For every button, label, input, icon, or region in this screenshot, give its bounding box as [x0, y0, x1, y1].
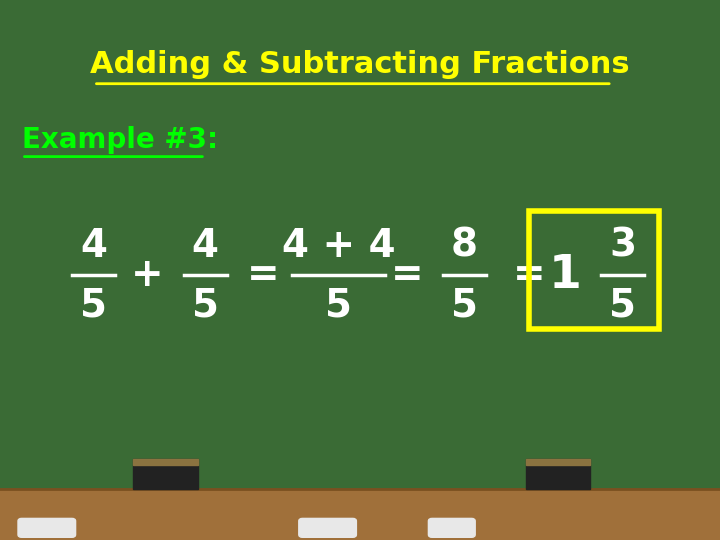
FancyBboxPatch shape — [428, 518, 475, 537]
Bar — [526, 459, 590, 489]
Text: 8: 8 — [451, 227, 478, 265]
Text: Adding & Subtracting Fractions: Adding & Subtracting Fractions — [90, 50, 630, 79]
Bar — [529, 211, 659, 329]
Text: 1: 1 — [549, 253, 582, 298]
Text: 5: 5 — [325, 286, 352, 324]
Bar — [0, 489, 720, 540]
FancyBboxPatch shape — [18, 518, 76, 537]
Text: 5: 5 — [192, 286, 219, 324]
Bar — [133, 459, 198, 465]
Text: +: + — [131, 256, 164, 294]
Bar — [526, 459, 590, 465]
Text: 5: 5 — [80, 286, 107, 324]
Text: 4 + 4: 4 + 4 — [282, 227, 395, 265]
Text: 4: 4 — [80, 227, 107, 265]
Text: 4: 4 — [192, 227, 219, 265]
Text: =: = — [390, 256, 423, 294]
FancyBboxPatch shape — [299, 518, 356, 537]
Bar — [133, 459, 198, 489]
Text: =: = — [513, 256, 546, 294]
Text: 3: 3 — [609, 227, 636, 265]
Text: 5: 5 — [609, 286, 636, 324]
Text: =: = — [246, 256, 279, 294]
Text: Example #3:: Example #3: — [22, 126, 217, 154]
Text: 5: 5 — [451, 286, 478, 324]
